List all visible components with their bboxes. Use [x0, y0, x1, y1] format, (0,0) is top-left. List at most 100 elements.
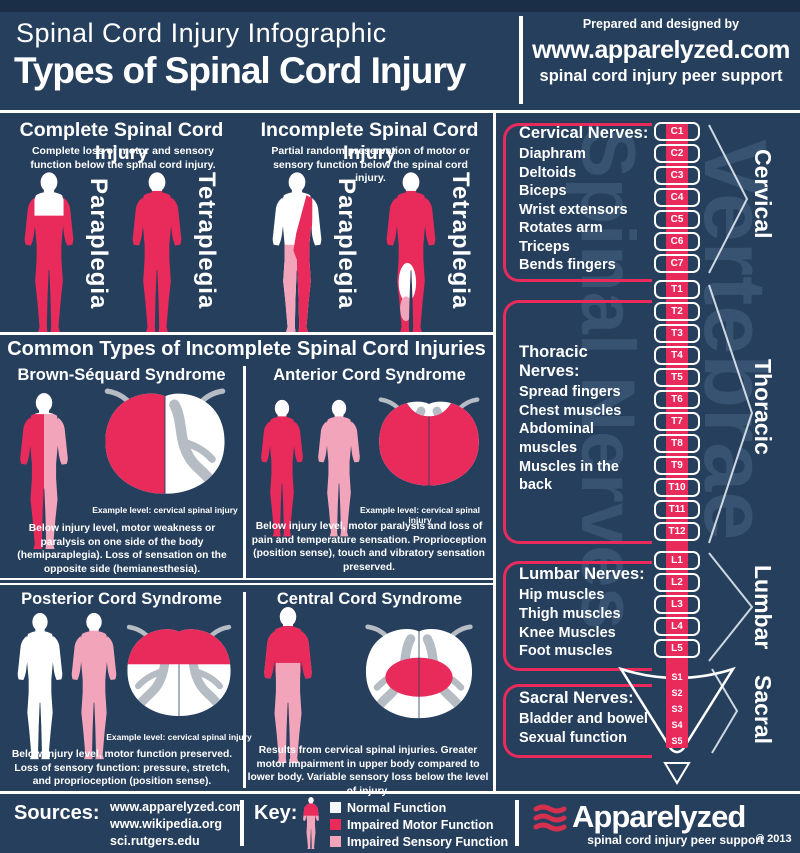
- common-types-title: Common Types of Incomplete Spinal Cord I…: [7, 338, 486, 360]
- nerve-item: Bladder and bowel: [519, 710, 648, 727]
- lumbar-items: Hip muscles Thigh muscles Knee Muscles Foot…: [519, 586, 651, 660]
- vert-item: C7: [654, 254, 700, 273]
- sv-item: S2: [666, 686, 688, 700]
- figure-complete-paraplegia: [24, 172, 74, 332]
- cord-section-brown-sequard: [96, 388, 234, 494]
- nerve-item: Muscles in the back: [519, 458, 619, 494]
- cervical-vertebrae: C1 C2 C3 C4 C5 C6 C7: [654, 122, 700, 276]
- region-label-lumbar: Lumbar: [750, 565, 776, 650]
- site-tagline: spinal cord injury peer support: [539, 67, 783, 85]
- quadrant-divider-top: [243, 366, 246, 578]
- legend-swatch: [330, 802, 341, 813]
- thoracic-nerves-list: Thoracic Nerves: Spread fingers Chest mus…: [519, 300, 651, 538]
- region-label-sacral: Sacral: [750, 675, 776, 745]
- figure-incomplete-paraplegia: [272, 172, 322, 332]
- copyright: © 2013: [756, 833, 792, 845]
- vert-item: C5: [654, 210, 700, 229]
- spine-sidebar: Spinal Nerves Vertebrae Cervical Nerves:…: [497, 113, 800, 793]
- nerve-item: Rotates arm: [519, 220, 603, 237]
- section-rule: [0, 332, 493, 335]
- figure-brown-sequard: [20, 393, 68, 550]
- sources-label: Sources:: [14, 802, 100, 824]
- vert-item: C1: [654, 122, 700, 141]
- prepared-by-label: Prepared and designed by: [582, 17, 740, 31]
- cervical-items: Diaphram Deltoids Biceps Wrist extensors Rot…: [519, 145, 651, 275]
- vert-item: T8: [654, 434, 700, 453]
- incomplete-tetraplegia-label: Tetraplegia: [447, 172, 474, 310]
- double-rule-1: [0, 578, 493, 580]
- legend-swatch: [330, 819, 341, 830]
- brand-name: Apparelyzed: [572, 799, 746, 834]
- key-label: Key:: [254, 802, 298, 824]
- double-rule-2: [0, 583, 493, 585]
- legend-label: Normal Function: [347, 800, 447, 815]
- nerve-item: Diaphram: [519, 146, 586, 163]
- nerve-item: Wrist extensors: [519, 201, 628, 218]
- nerve-item: Knee Muscles: [519, 624, 616, 641]
- syndrome-desc-anterior: Below injury level, motor paralysis and …: [251, 521, 487, 573]
- legend-label: Impaired Motor Function: [347, 817, 494, 832]
- sacral-vertebrae: S1 S2 S3 S4 S5: [666, 670, 688, 750]
- syndrome-desc-brown-sequard: Below injury level, motor weakness or pa…: [17, 523, 227, 575]
- lumbar-nerves-list: Lumbar Nerves: Hip muscles Thigh muscles K…: [519, 561, 651, 665]
- vert-item: T6: [654, 390, 700, 409]
- nerve-item: Spread fingers: [519, 384, 621, 401]
- vert-item: L2: [654, 573, 700, 592]
- sv-item: S4: [666, 718, 688, 732]
- figure-incomplete-tetraplegia: [386, 172, 436, 332]
- vert-item: L3: [654, 595, 700, 614]
- src-item: sci.rutgers.edu: [110, 834, 200, 848]
- legend-swatch: [330, 836, 341, 847]
- complete-title: Complete Spinal Cord Injury: [19, 119, 224, 164]
- legend-label: Impaired Sensory Function: [347, 834, 509, 849]
- vert-item: T2: [654, 302, 700, 321]
- syndrome-title-brown-sequard: Brown-Séquard Syndrome: [17, 366, 226, 384]
- vert-item: C6: [654, 232, 700, 251]
- sv-item: S3: [666, 702, 688, 716]
- cervical-bracket: [503, 123, 652, 282]
- sacral-nerves-list: Sacral Nerves: Bladder and bowel Sexual f…: [519, 684, 651, 752]
- nerve-item: Thigh muscles: [519, 605, 621, 622]
- vert-item: T1: [654, 280, 700, 299]
- website-url: www.apparelyzed.com: [532, 36, 790, 64]
- footer-divider-1: [240, 800, 244, 846]
- key-legend: Normal Function Impaired Motor Function Im…: [330, 799, 508, 850]
- incomplete-title: Incomplete Spinal Cord Injury: [260, 119, 479, 164]
- syndrome-title-anterior: Anterior Cord Syndrome: [273, 366, 466, 384]
- cord-section-central: [356, 624, 482, 719]
- cord-section-posterior: [120, 622, 238, 717]
- footer: Sources: www.apparelyzed.com www.wikipedi…: [0, 794, 800, 853]
- watermark-vertebrae: Vertebrae: [686, 139, 785, 541]
- nerve-item: Bends fingers: [519, 257, 616, 274]
- nerve-item: Foot muscles: [519, 643, 613, 660]
- thoracic-vertebrae: T1 T2 T3 T4 T5 T6 T7 T8 T9 T10 T11 T12: [654, 280, 700, 544]
- quadrant-divider-bottom: [243, 592, 246, 788]
- sacral-items: Bladder and bowel Sexual function: [519, 710, 651, 747]
- figure-posterior-sensory: [71, 613, 117, 760]
- vert-item: T5: [654, 368, 700, 387]
- legend-item: Impaired Sensory Function: [330, 833, 508, 850]
- vert-item: T12: [654, 522, 700, 541]
- region-chevrons: [708, 124, 754, 754]
- example-caption-anterior: Example level: cervical spinal injury: [359, 505, 480, 525]
- header-kicker: Spinal Cord Injury Infographic: [16, 18, 387, 48]
- vert-item: T9: [654, 456, 700, 475]
- sv-item: S5: [666, 734, 688, 748]
- nerve-item: Chest muscles: [519, 402, 622, 419]
- vert-item: C4: [654, 188, 700, 207]
- nerve-item: Deltoids: [519, 164, 577, 181]
- nerve-item: Hip muscles: [519, 587, 605, 604]
- figure-posterior-normal: [17, 613, 63, 760]
- vert-item: L4: [654, 617, 700, 636]
- sources-list: www.apparelyzed.com www.wikipedia.org sci.…: [110, 799, 244, 850]
- syndrome-title-central: Central Cord Syndrome: [276, 590, 463, 608]
- incomplete-desc: Partial random preservation of motor or …: [271, 145, 470, 185]
- legend-item: Impaired Motor Function: [330, 816, 508, 833]
- vert-item: T10: [654, 478, 700, 497]
- figure-anterior-motor: [261, 399, 303, 537]
- nerve-item: Sexual function: [519, 729, 627, 746]
- coccyx-outline: [663, 762, 691, 785]
- nerve-item: Abdominal muscles: [519, 421, 594, 456]
- footer-rule: [0, 791, 800, 794]
